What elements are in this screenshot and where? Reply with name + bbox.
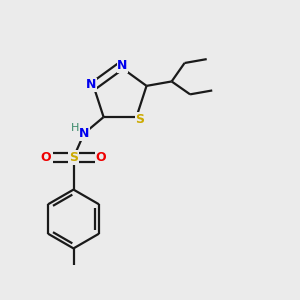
Text: S: S xyxy=(69,151,78,164)
Text: N: N xyxy=(86,79,96,92)
Text: O: O xyxy=(40,151,51,164)
Text: H: H xyxy=(71,123,79,133)
Text: S: S xyxy=(136,113,145,126)
Text: N: N xyxy=(79,127,89,140)
Text: N: N xyxy=(117,59,128,72)
Text: O: O xyxy=(96,151,106,164)
